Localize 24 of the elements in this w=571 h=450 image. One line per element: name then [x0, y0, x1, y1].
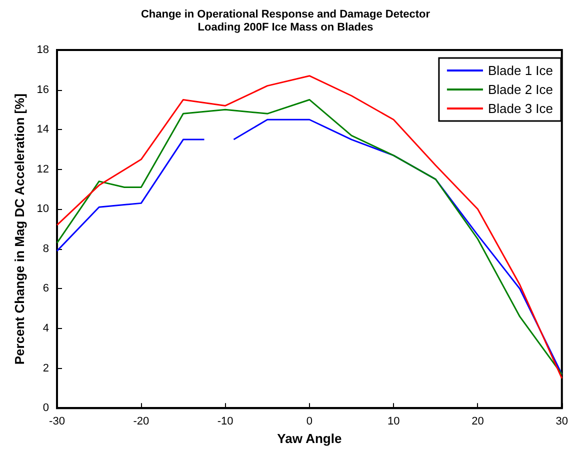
legend-label: Blade 2 Ice [488, 82, 553, 97]
y-tick-label: 14 [36, 124, 49, 136]
y-tick-label: 12 [36, 163, 49, 176]
y-tick-label: 6 [42, 282, 49, 295]
chart-subtitle: Loading 200F Ice Mass on Blades [198, 22, 374, 34]
x-tick-label: 30 [556, 416, 568, 428]
y-tick-label: 0 [42, 402, 49, 414]
y-axis-title: Percent Change in Mag DC Acceleration [%] [12, 93, 27, 365]
x-tick-label: 0 [306, 416, 313, 428]
y-tick-label: 4 [42, 322, 49, 335]
y-tick-label: 8 [42, 242, 49, 255]
y-tick-label: 10 [36, 203, 49, 216]
x-tick-label: -20 [133, 416, 150, 428]
y-tick-label: 18 [36, 44, 49, 56]
legend-label: Blade 3 Ice [488, 101, 553, 116]
y-tick-label: 16 [36, 84, 49, 96]
legend-label: Blade 1 Ice [488, 63, 553, 78]
x-tick-label: -30 [49, 416, 65, 428]
x-tick-label: -10 [217, 416, 234, 428]
y-tick-label: 2 [42, 362, 49, 374]
chart-title: Change in Operational Response and Damage Detector [140, 8, 431, 20]
x-axis-title: Yaw Angle [277, 431, 342, 446]
x-tick-label: 10 [387, 416, 400, 428]
x-tick-label: 20 [472, 416, 484, 428]
